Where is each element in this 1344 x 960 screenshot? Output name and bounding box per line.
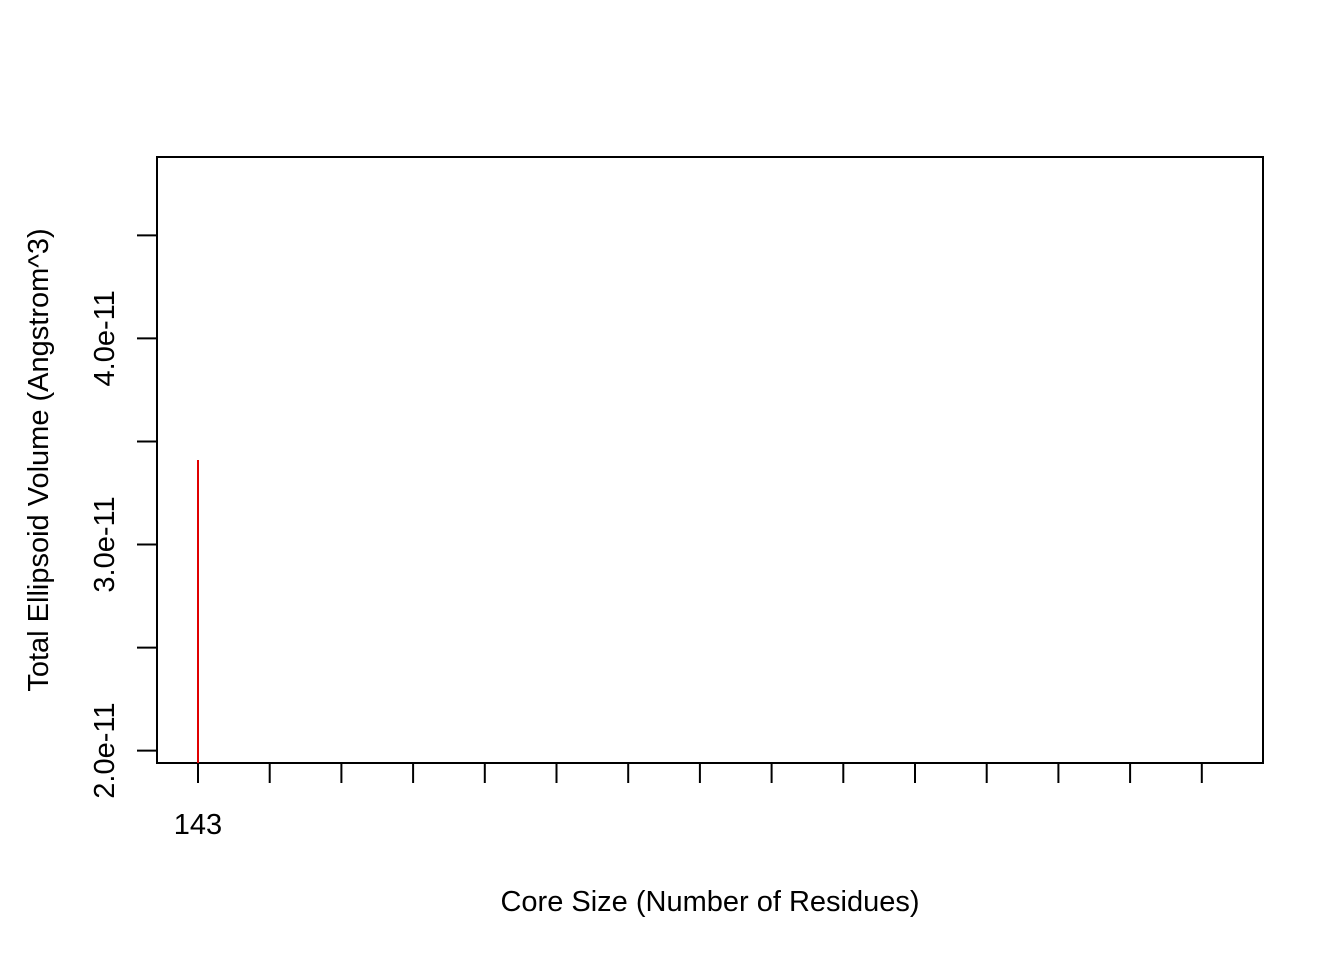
plot-frame [156, 156, 1264, 764]
x-axis-label: Core Size (Number of Residues) [500, 886, 919, 918]
y-axis: 2.0e-11 3.0e-11 4.0e-11 [89, 234, 157, 799]
y-axis-label: Total Ellipsoid Volume (Angstrom^3) [23, 228, 55, 691]
y-tick-label: 2.0e-11 [89, 703, 121, 799]
x-axis: 143 [174, 763, 1203, 841]
y-tick-label: 3.0e-11 [89, 496, 121, 592]
x-tick-label: 143 [174, 809, 222, 841]
y-tick-label: 4.0e-11 [89, 290, 121, 386]
